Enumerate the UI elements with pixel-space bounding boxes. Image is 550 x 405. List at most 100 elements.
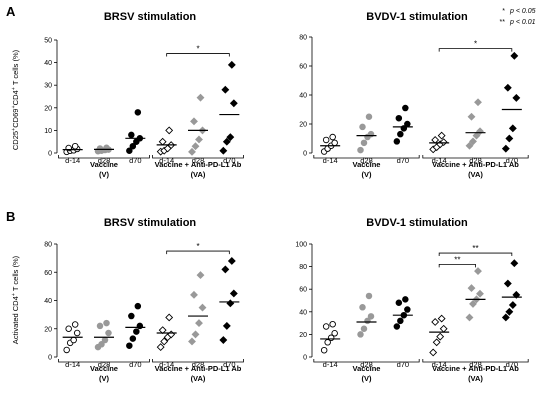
- data-point: [357, 331, 364, 338]
- group-label: Vaccine + Anti-PD-L1 Ab: [432, 160, 519, 169]
- y-tick-label: 20: [299, 332, 307, 339]
- data-point: [393, 323, 401, 330]
- data-point: [227, 257, 236, 265]
- group-label: Vaccine: [353, 364, 381, 373]
- data-point: [395, 299, 403, 307]
- data-point: [359, 123, 366, 131]
- x-tick-label: d28: [469, 360, 482, 369]
- chart-panel-2: 0 20 40 60 80 d-14 d28 d70 d-14 d28 d70 Vaccine(V) V…: [44, 242, 244, 383]
- x-tick-label: d28: [98, 360, 111, 369]
- significance-label: *: [196, 242, 199, 251]
- data-point: [229, 99, 238, 108]
- x-tick-label: d70: [129, 156, 142, 165]
- x-tick-label: d28: [192, 360, 205, 369]
- data-point: [134, 302, 142, 310]
- group-label: Vaccine + Anti-PD-L1 Ab: [155, 364, 242, 373]
- data-point: [195, 135, 203, 144]
- group-bracket: [313, 155, 420, 159]
- significance-bracket: [438, 263, 476, 268]
- data-point: [512, 290, 521, 299]
- y-tick-label: 80: [299, 35, 307, 42]
- x-tick-label: d-14: [323, 156, 338, 165]
- chart-panel-1: 0 20 40 60 80 d-14 d28 d70 d-14 d28 d70 Vaccine(V) V…: [299, 35, 529, 179]
- y-tick-label: 60: [299, 64, 307, 71]
- data-point: [397, 130, 404, 138]
- data-point: [63, 346, 70, 354]
- data-point: [439, 138, 448, 147]
- data-point: [128, 131, 135, 139]
- data-point: [156, 343, 165, 352]
- x-tick-label: d28: [192, 156, 205, 165]
- data-point: [158, 137, 167, 146]
- data-point: [73, 329, 81, 337]
- data-point: [71, 142, 79, 150]
- data-point: [469, 137, 477, 146]
- legend-stars-2: **: [500, 19, 506, 26]
- x-tick-label: d70: [397, 156, 410, 165]
- significance-label: **: [472, 244, 478, 253]
- data-point: [188, 147, 196, 156]
- data-point: [469, 299, 477, 308]
- data-point: [402, 104, 409, 112]
- data-point: [331, 139, 338, 147]
- data-point: [96, 322, 104, 330]
- data-point: [510, 259, 519, 268]
- y-tick-label: 0: [303, 355, 307, 362]
- data-point: [71, 321, 79, 328]
- legend-stars-1: *: [502, 8, 505, 15]
- panel-a-left-title: BRSV stimulation: [104, 11, 197, 23]
- data-point: [129, 142, 137, 150]
- significance-bracket: [438, 48, 513, 52]
- group-label: Vaccine: [90, 364, 118, 373]
- y-tick-label: 60: [299, 287, 307, 294]
- x-tick-label: d-14: [432, 360, 447, 369]
- data-point: [188, 337, 196, 346]
- group-label: Vaccine + Anti-PD-L1 Ab: [155, 160, 242, 169]
- data-point: [160, 337, 169, 346]
- significance-label: **: [454, 255, 460, 264]
- group-bracket: [58, 359, 150, 363]
- data-point: [222, 321, 231, 330]
- data-point: [219, 146, 228, 155]
- legend-text-2: p < 0.01: [509, 19, 536, 26]
- data-point: [229, 289, 238, 298]
- data-point: [105, 329, 112, 337]
- data-point: [439, 324, 448, 333]
- data-point: [98, 341, 105, 348]
- y-tick-label: 0: [48, 151, 52, 158]
- x-tick-label: d70: [129, 360, 142, 369]
- x-tick-label: d70: [223, 156, 236, 165]
- panel-label-b: B: [6, 209, 15, 224]
- data-point: [474, 267, 482, 276]
- group-label: Vaccine: [90, 160, 118, 169]
- data-point: [472, 131, 481, 140]
- y-tick-label: 80: [299, 264, 307, 271]
- data-point: [503, 83, 512, 92]
- y-tick-label: 20: [44, 105, 52, 112]
- data-point: [198, 303, 207, 312]
- data-point: [437, 131, 446, 140]
- data-point: [359, 304, 366, 311]
- panel-b-right-title: BVDV-1 stimulation: [366, 217, 468, 229]
- data-point: [331, 330, 338, 337]
- panel-b-ylabel: Activated CD4+ T cells (%): [11, 255, 20, 344]
- data-point: [96, 145, 104, 152]
- data-point: [360, 139, 368, 147]
- x-tick-label: d70: [506, 360, 519, 369]
- data-point: [191, 330, 200, 339]
- group-sublabel: (V): [99, 170, 110, 179]
- data-point: [431, 318, 440, 326]
- data-point: [129, 335, 137, 342]
- x-tick-label: d-14: [159, 156, 174, 165]
- data-point: [395, 114, 403, 122]
- x-tick-label: d28: [360, 156, 373, 165]
- data-point: [393, 138, 401, 145]
- data-point: [436, 332, 445, 341]
- group-sublabel: (V): [362, 170, 373, 179]
- y-tick-label: 20: [299, 122, 307, 129]
- significance-bracket: [438, 252, 513, 257]
- significance-bracket: [166, 53, 230, 57]
- group-bracket: [422, 359, 529, 363]
- group-sublabel: (VA): [191, 170, 206, 179]
- legend-text-1: p < 0.05: [509, 8, 536, 15]
